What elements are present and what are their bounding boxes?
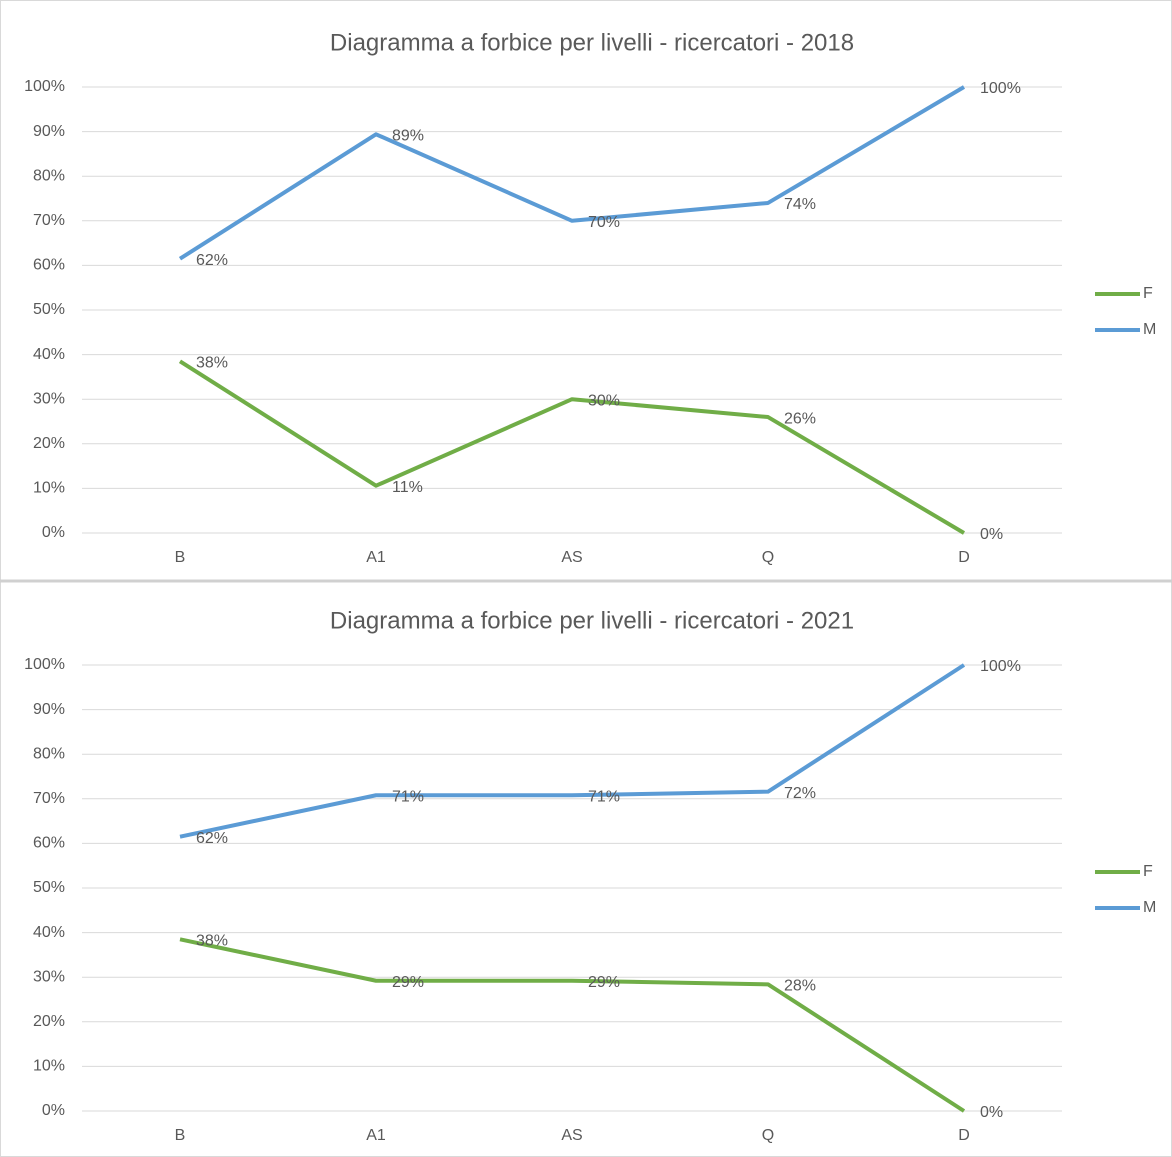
y-tick-label: 0% bbox=[42, 1102, 65, 1119]
x-tick-label: B bbox=[175, 1127, 186, 1144]
data-label: 0% bbox=[980, 1104, 1003, 1121]
series-line bbox=[179, 663, 966, 839]
series-line bbox=[178, 359, 966, 535]
data-label: 71% bbox=[392, 788, 424, 805]
data-label: 100% bbox=[980, 80, 1021, 97]
y-tick-label: 40% bbox=[33, 346, 65, 363]
legend-label: F bbox=[1143, 285, 1153, 302]
y-tick-label: 90% bbox=[33, 123, 65, 140]
y-tick-label: 20% bbox=[33, 435, 65, 452]
y-tick-label: 80% bbox=[33, 745, 65, 762]
y-tick-label: 20% bbox=[33, 1013, 65, 1030]
y-tick-label: 70% bbox=[33, 212, 65, 229]
data-label: 100% bbox=[980, 658, 1021, 675]
x-tick-label: Q bbox=[762, 1127, 774, 1144]
y-tick-label: 30% bbox=[33, 390, 65, 407]
chart-title: Diagramma a forbice per livelli - ricerc… bbox=[330, 29, 854, 56]
data-label: 0% bbox=[980, 526, 1003, 543]
x-tick-label: B bbox=[175, 549, 186, 566]
series-line bbox=[179, 937, 966, 1113]
y-tick-label: 40% bbox=[33, 924, 65, 941]
x-tick-label: D bbox=[958, 1127, 970, 1144]
y-tick-label: 80% bbox=[33, 167, 65, 184]
y-tick-label: 100% bbox=[24, 656, 65, 673]
legend-label: M bbox=[1143, 321, 1156, 338]
data-label: 28% bbox=[784, 978, 816, 995]
data-label: 89% bbox=[392, 127, 424, 144]
y-tick-label: 50% bbox=[33, 301, 65, 318]
data-label: 29% bbox=[392, 974, 424, 991]
y-tick-label: 100% bbox=[24, 78, 65, 95]
legend-label: M bbox=[1143, 899, 1156, 916]
x-tick-label: A1 bbox=[366, 549, 386, 566]
y-tick-label: 60% bbox=[33, 257, 65, 274]
data-label: 30% bbox=[588, 392, 620, 409]
y-tick-label: 90% bbox=[33, 701, 65, 718]
y-tick-label: 70% bbox=[33, 790, 65, 807]
data-label: 70% bbox=[588, 214, 620, 231]
series-line bbox=[178, 85, 966, 261]
x-tick-label: AS bbox=[561, 1127, 582, 1144]
y-tick-label: 0% bbox=[42, 524, 65, 541]
y-tick-label: 10% bbox=[33, 1058, 65, 1075]
x-tick-label: Q bbox=[762, 549, 774, 566]
data-label: 29% bbox=[588, 974, 620, 991]
data-label: 26% bbox=[784, 410, 816, 427]
data-label: 11% bbox=[392, 479, 423, 496]
chart-title: Diagramma a forbice per livelli - ricerc… bbox=[330, 607, 854, 634]
x-tick-label: AS bbox=[561, 549, 582, 566]
x-tick-label: A1 bbox=[366, 1127, 386, 1144]
legend-label: F bbox=[1143, 863, 1153, 880]
data-label: 38% bbox=[196, 355, 228, 372]
y-tick-label: 10% bbox=[33, 480, 65, 497]
y-tick-label: 50% bbox=[33, 879, 65, 896]
data-label: 71% bbox=[588, 788, 620, 805]
data-label: 72% bbox=[784, 785, 816, 802]
y-tick-label: 60% bbox=[33, 835, 65, 852]
y-tick-label: 30% bbox=[33, 968, 65, 985]
data-label: 74% bbox=[784, 196, 816, 213]
data-label: 62% bbox=[196, 252, 228, 269]
x-tick-label: D bbox=[958, 549, 970, 566]
data-label: 38% bbox=[196, 933, 228, 950]
data-label: 62% bbox=[196, 830, 228, 847]
